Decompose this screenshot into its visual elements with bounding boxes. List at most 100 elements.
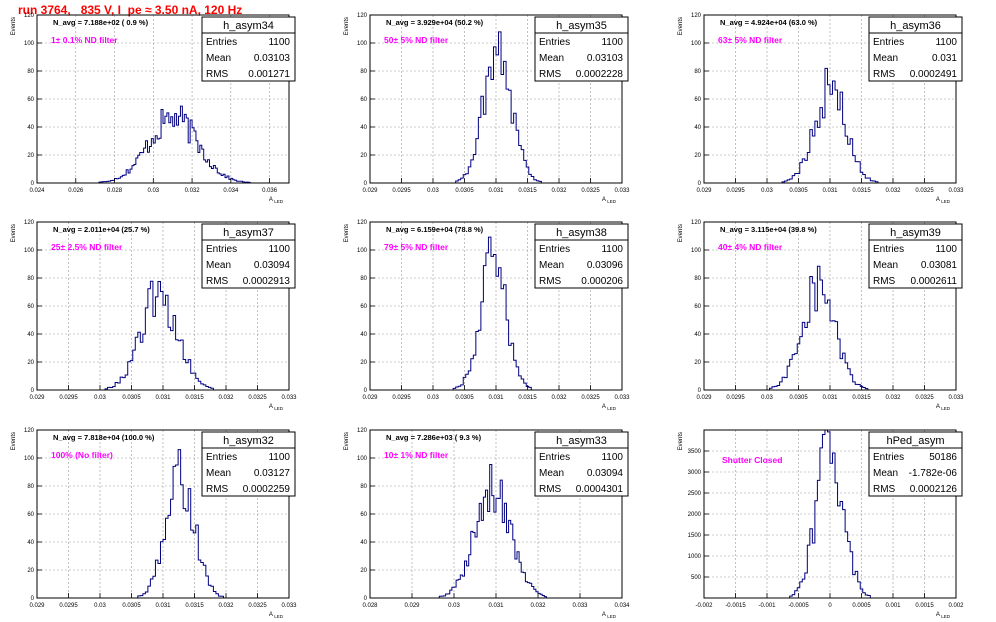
stats-key: Mean: [539, 468, 564, 479]
x-axis-label: A LED: [936, 612, 951, 619]
x-tick-label: 0.03: [427, 188, 439, 194]
y-tick-label: 20: [27, 153, 34, 159]
page-title: run 3764, 835 V, I_pe ≈ 3.50 nA, 120 Hz: [18, 3, 243, 17]
x-tick-label: 0.032: [551, 395, 567, 401]
x-tick-label: 0.0325: [581, 395, 600, 401]
x-axis-label: A LED: [269, 197, 284, 204]
y-tick-label: 80: [694, 69, 701, 75]
x-tick-label: 0.03: [94, 603, 106, 609]
x-tick-label: 0.029: [29, 395, 45, 401]
y-tick-label: 100: [357, 456, 368, 462]
stats-box-frame: [201, 16, 296, 82]
y-tick-label: 100: [24, 248, 35, 254]
stats-key: RMS: [206, 69, 229, 80]
histogram-panel-hPed_asym: -0.002 -0.0015 -0.001 -0.0005 0 0.0005 0.001 0.…: [678, 429, 964, 619]
y-tick-label: 0: [698, 181, 702, 187]
stats-key: RMS: [206, 276, 229, 287]
stats-box: h_asym39 Entries 1100 Mean 0.03081 RMS 0.00026…: [868, 223, 963, 289]
stats-value: 50186: [929, 452, 957, 463]
stats-key: Entries: [539, 244, 570, 255]
x-tick-label: 0.029: [362, 188, 378, 194]
stats-value: 0.0004301: [576, 484, 624, 495]
stats-value: 0.03094: [254, 260, 291, 271]
y-tick-label: 3500: [688, 449, 702, 455]
y-tick-label: 40: [27, 125, 34, 131]
y-tick-label: 60: [360, 512, 367, 518]
stats-key: Mean: [873, 468, 898, 479]
histogram-panel-h_asym35: 0.029 0.0295 0.03 0.0305 0.031 0.0315 0.032 0.0…: [344, 13, 630, 204]
x-tick-label: -0.0015: [725, 603, 746, 609]
y-tick-label: 80: [360, 484, 367, 490]
x-tick-label: 0.033: [948, 188, 964, 194]
x-tick-label: 0.026: [68, 188, 84, 194]
y-tick-label: 100: [691, 41, 702, 47]
y-tick-label: 120: [24, 13, 35, 19]
x-axis-label: A LED: [936, 404, 951, 411]
x-tick-label: 0.03: [427, 395, 439, 401]
y-tick-label: 60: [694, 304, 701, 310]
stats-key: Entries: [539, 452, 570, 463]
y-tick-label: 100: [691, 248, 702, 254]
x-tick-label: 0.03: [761, 395, 773, 401]
histogram-name: h_asym38: [556, 227, 607, 239]
y-tick-label: 120: [691, 220, 702, 226]
x-tick-label: 0.0005: [852, 603, 871, 609]
y-tick-label: 80: [27, 69, 34, 75]
x-axis-label: A LED: [936, 197, 951, 204]
histogram-panel-h_asym37: 0.029 0.0295 0.03 0.0305 0.031 0.0315 0.032 0.0…: [11, 220, 297, 411]
x-tick-label: 0.032: [530, 603, 546, 609]
x-tick-label: 0.0315: [518, 395, 537, 401]
stats-value: 0.000206: [581, 276, 623, 287]
y-tick-label: 20: [27, 568, 34, 574]
x-tick-label: 0.002: [948, 603, 964, 609]
y-axis-label: Events: [678, 224, 684, 242]
x-tick-label: 0.0325: [248, 395, 267, 401]
x-tick-label: 0.0305: [122, 603, 141, 609]
x-tick-label: 0.0325: [581, 188, 600, 194]
histogram-name: h_asym35: [556, 20, 607, 32]
y-tick-label: 2000: [688, 512, 702, 518]
x-tick-label: 0.031: [822, 395, 838, 401]
histogram-panel-h_asym39: 0.029 0.0295 0.03 0.0305 0.031 0.0315 0.032 0.0…: [678, 220, 964, 411]
x-tick-label: 0.029: [696, 395, 712, 401]
stats-box-frame: [868, 223, 963, 289]
y-axis-label: Events: [11, 17, 17, 35]
x-tick-label: 0.03: [147, 188, 159, 194]
x-tick-label: 0.033: [281, 395, 297, 401]
stats-value: 0.03081: [921, 260, 958, 271]
y-tick-label: 0: [364, 181, 368, 187]
y-tick-label: 20: [360, 568, 367, 574]
x-tick-label: 0.031: [488, 188, 504, 194]
histogram-panel-h_asym38: 0.029 0.0295 0.03 0.0305 0.031 0.0315 0.032 0.0…: [344, 220, 630, 411]
y-tick-label: 0: [31, 388, 35, 394]
stats-box-frame: [201, 223, 296, 289]
y-tick-label: 20: [360, 153, 367, 159]
stats-box: h_asym37 Entries 1100 Mean 0.03094 RMS 0.00029…: [201, 223, 296, 289]
x-tick-label: 0.0325: [248, 603, 267, 609]
x-tick-label: 0.0295: [726, 188, 745, 194]
x-tick-label: 0.032: [218, 603, 234, 609]
y-tick-label: 0: [698, 388, 702, 394]
y-tick-label: 20: [694, 360, 701, 366]
y-tick-label: 40: [360, 540, 367, 546]
stats-value: 0.03096: [587, 260, 624, 271]
stats-key: Entries: [206, 37, 237, 48]
y-tick-label: 2500: [688, 491, 702, 497]
filter-label: 63± 5% ND filter: [718, 35, 783, 45]
stats-value: 0.001271: [248, 69, 290, 80]
stats-key: Entries: [873, 37, 904, 48]
y-tick-label: 120: [357, 428, 368, 434]
x-tick-label: 0.029: [29, 603, 45, 609]
y-tick-label: 60: [27, 512, 34, 518]
y-tick-label: 60: [27, 304, 34, 310]
stats-value: 1100: [601, 244, 623, 255]
stats-key: Entries: [539, 37, 570, 48]
x-tick-label: 0.0295: [392, 188, 411, 194]
x-tick-label: 0.029: [362, 395, 378, 401]
y-tick-label: 60: [360, 97, 367, 103]
x-tick-label: 0.0305: [455, 395, 474, 401]
filter-label: 10± 1% ND filter: [384, 450, 449, 460]
x-tick-label: 0.0305: [455, 188, 474, 194]
histogram-name: hPed_asym: [886, 435, 944, 447]
x-tick-label: 0.031: [155, 395, 171, 401]
